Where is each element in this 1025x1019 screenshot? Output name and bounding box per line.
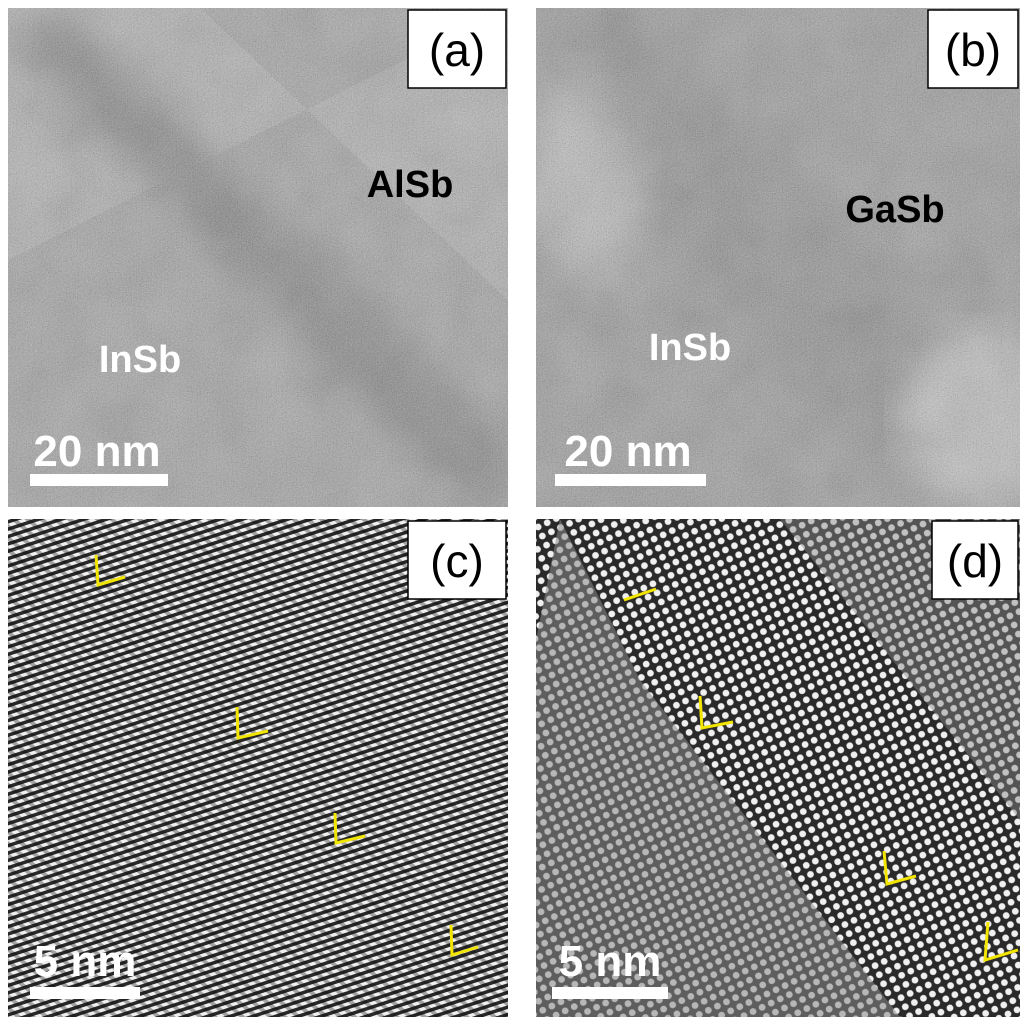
panel-d: (d) 5 nm (536, 519, 1020, 1017)
scale-label: 20 nm (564, 427, 691, 476)
scale-label: 5 nm (559, 937, 662, 986)
scale-bar (30, 987, 140, 999)
scale-label: 5 nm (34, 937, 137, 986)
scale-bar (30, 474, 168, 486)
panel-label: (b) (945, 24, 1001, 76)
panel-c: (c) 5 nm (8, 519, 508, 1017)
panel-a: (a) AlSb InSb 20 nm (8, 8, 508, 507)
panel-label: (a) (429, 24, 485, 76)
material-label: InSb (99, 339, 181, 381)
material-label: AlSb (367, 164, 454, 206)
scale-label: 20 nm (33, 427, 160, 476)
panel-label: (c) (430, 535, 484, 587)
material-label: InSb (649, 327, 731, 369)
figure: (a) AlSb InSb 20 nm (b) GaSb InSb 20 nm … (0, 0, 1025, 1019)
scale-bar (552, 987, 668, 999)
panel-b: (b) GaSb InSb 20 nm (530, 8, 1025, 510)
panel-label: (d) (947, 535, 1003, 587)
material-label: GaSb (845, 189, 944, 231)
scale-bar (555, 474, 706, 486)
